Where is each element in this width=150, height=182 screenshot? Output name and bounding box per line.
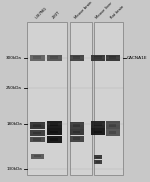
Bar	[30, 137, 45, 142]
Bar	[27, 22, 67, 175]
Text: Mouse brain: Mouse brain	[74, 1, 93, 20]
Bar	[46, 121, 62, 128]
Bar	[50, 138, 58, 141]
Bar	[46, 128, 62, 135]
Bar	[106, 129, 120, 136]
Bar	[70, 136, 84, 142]
Bar	[73, 131, 80, 133]
Bar	[73, 124, 80, 127]
Bar	[91, 128, 105, 135]
Bar	[46, 55, 62, 61]
Bar	[70, 55, 84, 61]
Text: U-87MG: U-87MG	[34, 7, 48, 20]
Bar	[109, 124, 116, 127]
Bar	[30, 122, 45, 129]
Text: 293T: 293T	[51, 11, 61, 20]
Bar	[73, 56, 80, 59]
Text: CACNA1E: CACNA1E	[127, 56, 148, 60]
Bar	[33, 132, 41, 134]
Bar	[94, 160, 102, 164]
Bar	[46, 136, 62, 143]
Bar	[96, 157, 100, 158]
Bar	[94, 56, 102, 59]
Bar	[109, 56, 116, 59]
Bar	[50, 130, 58, 133]
Bar	[91, 55, 105, 61]
Bar	[94, 155, 102, 159]
Bar	[106, 121, 120, 129]
Bar	[73, 137, 80, 140]
Bar	[30, 130, 45, 136]
Bar	[33, 124, 41, 127]
Bar	[96, 161, 100, 163]
Bar	[91, 121, 105, 128]
Bar	[33, 138, 41, 141]
Bar	[70, 22, 92, 175]
Bar	[30, 55, 45, 61]
Text: Mouse liver: Mouse liver	[95, 2, 114, 20]
Text: 130kDa: 130kDa	[6, 167, 22, 171]
Bar	[50, 56, 58, 59]
Bar	[31, 154, 44, 159]
Text: 180kDa: 180kDa	[6, 122, 22, 126]
Bar	[70, 129, 84, 135]
Bar	[106, 55, 120, 61]
Bar	[34, 155, 41, 157]
Bar	[70, 122, 84, 129]
Bar	[33, 56, 41, 59]
Bar	[94, 22, 123, 175]
Bar	[94, 130, 102, 133]
Bar	[109, 131, 116, 134]
Bar	[50, 123, 58, 126]
Text: 250kDa: 250kDa	[6, 86, 22, 90]
Text: 300kDa: 300kDa	[6, 56, 22, 60]
Text: Rat brain: Rat brain	[110, 5, 125, 20]
Bar	[94, 123, 102, 126]
